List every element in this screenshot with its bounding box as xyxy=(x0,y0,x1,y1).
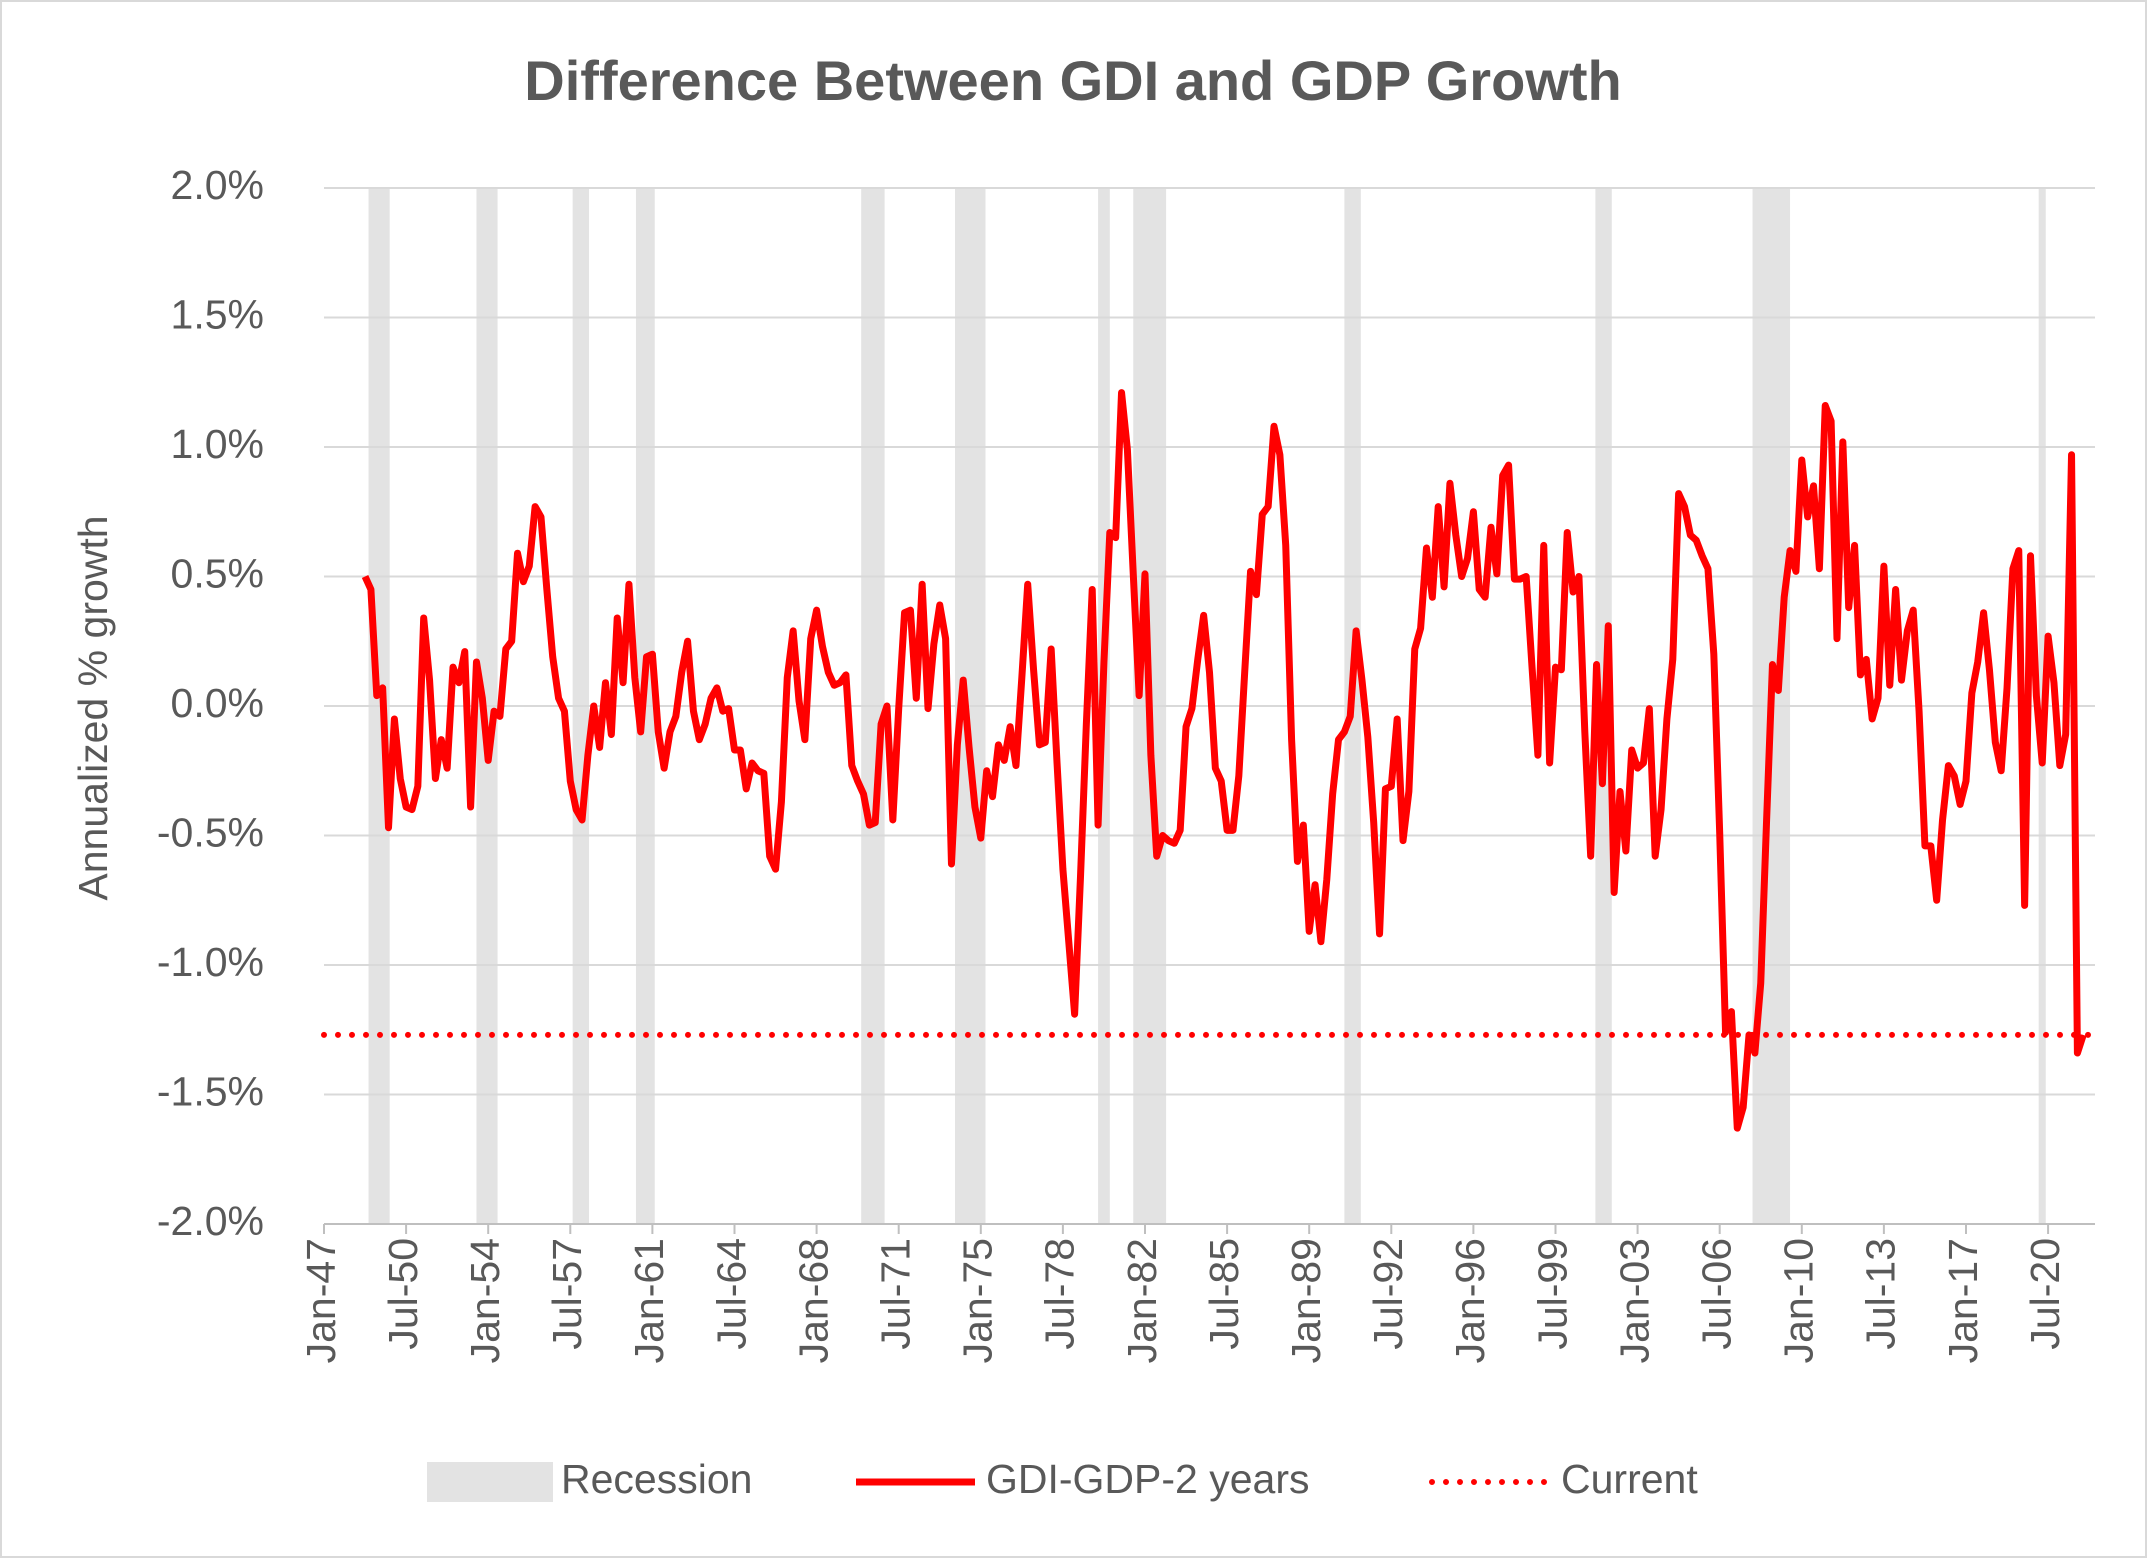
x-tick-label: Jan-61 xyxy=(626,1238,672,1363)
x-tick-label: Jul-78 xyxy=(1037,1238,1083,1350)
y-axis-label: Annualized % growth xyxy=(70,515,116,900)
y-tick-label: -2.0% xyxy=(157,1198,264,1244)
x-tick-label: Jan-82 xyxy=(1119,1238,1165,1363)
x-tick-label: Jan-54 xyxy=(462,1238,508,1363)
y-tick-label: -1.5% xyxy=(157,1068,264,1114)
x-tick-label: Jan-10 xyxy=(1776,1238,1822,1363)
x-tick-label: Jul-57 xyxy=(544,1238,590,1350)
x-tick-label: Jul-71 xyxy=(873,1238,919,1350)
legend-label: GDI-GDP-2 years xyxy=(986,1456,1310,1502)
y-tick-label: 1.5% xyxy=(171,291,264,337)
legend-label: Recession xyxy=(561,1456,752,1502)
chart-title: Difference Between GDI and GDP Growth xyxy=(524,49,1621,112)
x-tick-label: Jul-06 xyxy=(1694,1238,1740,1350)
x-tick-label: Jul-64 xyxy=(708,1238,754,1350)
x-tick-label: Jan-96 xyxy=(1447,1238,1493,1363)
x-tick-label: Jan-75 xyxy=(955,1238,1001,1363)
series-line xyxy=(361,389,2087,1132)
x-tick-label: Jul-13 xyxy=(1858,1238,1904,1350)
x-tick-label: Jan-47 xyxy=(298,1238,344,1363)
y-tick-label: 2.0% xyxy=(171,162,264,208)
y-tick-label: 0.5% xyxy=(171,550,264,596)
y-tick-label: -1.0% xyxy=(157,939,264,985)
y-tick-label: 1.0% xyxy=(171,421,264,467)
y-tick-label: 0.0% xyxy=(171,680,264,726)
legend-swatch xyxy=(427,1462,553,1502)
x-tick-label: Jul-85 xyxy=(1201,1238,1247,1350)
legend-label: Current xyxy=(1561,1456,1698,1502)
x-tick-label: Jan-89 xyxy=(1283,1238,1329,1363)
x-tick-label: Jul-50 xyxy=(380,1238,426,1350)
y-tick-label: -0.5% xyxy=(157,809,264,855)
x-tick-label: Jul-20 xyxy=(2022,1238,2068,1350)
x-tick-label: Jan-03 xyxy=(1611,1238,1657,1363)
x-tick-label: Jul-92 xyxy=(1365,1238,1411,1350)
x-tick-label: Jan-17 xyxy=(1940,1238,1986,1363)
x-tick-label: Jul-99 xyxy=(1529,1238,1575,1350)
x-tick-label: Jan-68 xyxy=(790,1238,836,1363)
